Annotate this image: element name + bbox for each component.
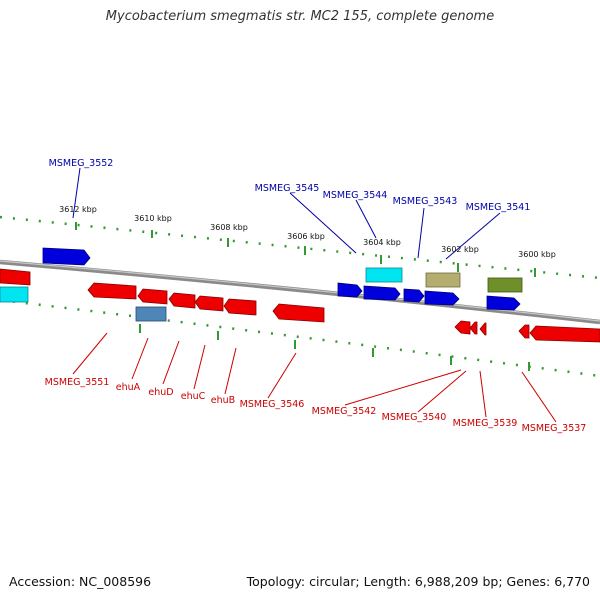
gene-msmeg-3546 [272, 303, 325, 323]
leader-line [417, 370, 467, 413]
scale-label: 3608 kbp [210, 223, 248, 232]
scale-label: 3610 kbp [134, 214, 172, 223]
gene-msmeg-3542 [454, 320, 471, 335]
leader-line [344, 369, 462, 406]
leader-line [224, 347, 237, 395]
leader-line [267, 352, 297, 399]
gene-steelblue [135, 306, 167, 322]
genome-summary: Topology: circular; Length: 6,988,209 bp… [246, 574, 590, 589]
gene-label: ehuB [211, 395, 235, 406]
gene-msmeg-3544 [337, 282, 363, 298]
gene-khaki [425, 272, 461, 288]
leader-line [193, 344, 206, 390]
lower-tick-track [0, 298, 600, 378]
gene-label: ehuC [181, 391, 206, 402]
gene-msmeg-3543 [363, 285, 401, 301]
leader-line [521, 371, 557, 423]
gene-label: MSMEG_3552 [49, 158, 114, 169]
gene-msmeg-3545 [365, 267, 403, 283]
scale-label: 3600 kbp [518, 250, 556, 259]
scale-label: 3604 kbp [363, 238, 401, 247]
gene-ehuC [194, 295, 224, 312]
gene-label: MSMEG_3544 [323, 190, 388, 201]
gene-label: ehuD [148, 387, 173, 398]
gene-msmeg-3537 [518, 324, 530, 339]
leader-line [445, 212, 501, 260]
scale-label: 3606 kbp [287, 232, 325, 241]
leader-line [131, 337, 149, 380]
gene-label: MSMEG_3537 [522, 423, 587, 434]
leader-line [289, 192, 357, 254]
reverse-genes [0, 268, 600, 343]
leader-line [72, 332, 108, 375]
gene-label: MSMEG_3551 [45, 377, 110, 388]
gene-label: MSMEG_3540 [382, 412, 447, 423]
lower-major-ticks [139, 324, 530, 371]
scale-label: 3612 kbp [59, 205, 97, 214]
gene-msmeg-3540 [469, 321, 478, 335]
gene-label: MSMEG_3545 [255, 183, 320, 194]
leader-line [417, 207, 425, 259]
gene-label: MSMEG_3542 [312, 406, 377, 417]
leader-line [72, 167, 81, 219]
gene-cyan-left [0, 286, 29, 303]
leader-line [479, 370, 487, 418]
gene-forward-right [486, 295, 521, 311]
gene-ehuB [223, 298, 257, 316]
forward-genes [0, 247, 523, 311]
genome-backbone [0, 259, 600, 325]
gene-label: MSMEG_3541 [466, 202, 531, 213]
gene-left-edge [0, 268, 31, 286]
accession-text: Accession: NC_008596 [9, 574, 152, 589]
leader-line [162, 340, 180, 385]
gene-olive [487, 277, 523, 293]
leader-line [355, 199, 377, 239]
scale-label: 3602 kbp [441, 245, 479, 254]
gene-msmeg-3541 [424, 290, 460, 306]
gene-msmeg-3539 [479, 322, 487, 336]
lower-leader-lines [72, 332, 557, 423]
gene-ehuD [168, 292, 196, 309]
gene-right-edge [529, 325, 600, 343]
gene-label: MSMEG_3543 [393, 196, 458, 207]
gene-msmeg-3552 [42, 247, 91, 266]
upper-major-ticks [75, 222, 536, 277]
gene-msmeg-3543b [403, 288, 425, 303]
gene-label: MSMEG_3539 [453, 418, 518, 429]
gene-label: ehuA [116, 382, 141, 393]
upper-leader-lines [72, 167, 501, 260]
gene-label: MSMEG_3546 [240, 399, 305, 410]
gene-ehuA [137, 288, 168, 305]
genome-title: Mycobacterium smegmatis str. MC2 155, co… [105, 9, 495, 24]
gene-msmeg-3551 [87, 282, 137, 300]
